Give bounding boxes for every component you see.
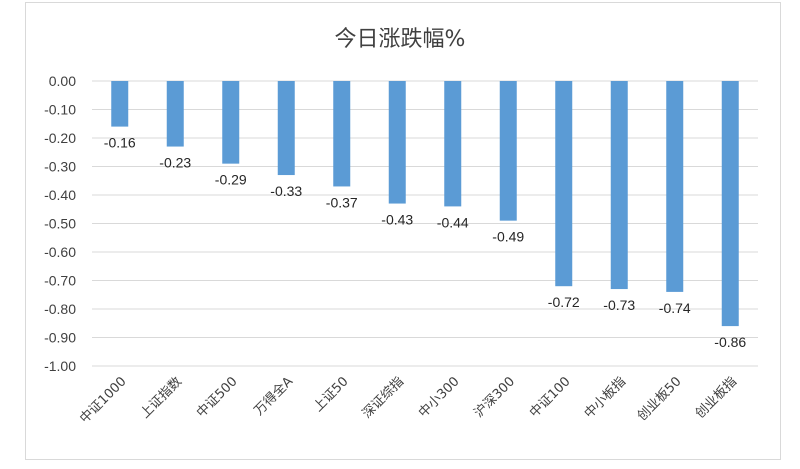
y-tick-label: -0.20 xyxy=(44,130,76,146)
x-tick-label: 中证500 xyxy=(194,374,241,421)
bar xyxy=(555,81,573,287)
bar xyxy=(610,81,628,290)
x-tick-label: 中证1000 xyxy=(77,374,129,426)
y-tick-label: -0.80 xyxy=(44,301,76,317)
y-tick-label: 0.00 xyxy=(49,73,76,89)
data-label: -0.43 xyxy=(381,212,413,228)
x-tick-label: 创业板50 xyxy=(635,374,685,424)
x-tick-label: 沪深300 xyxy=(471,374,518,421)
data-label: -0.16 xyxy=(104,135,136,151)
data-label: -0.23 xyxy=(159,155,191,171)
bar xyxy=(222,81,240,164)
data-label: -0.33 xyxy=(270,183,302,199)
y-axis-ticks: 0.00 -0.10 -0.20 -0.30 -0.40 -0.50 -0.60 -0.70 -… xyxy=(44,73,76,374)
x-tick-label: 上证指数 xyxy=(138,374,185,421)
y-tick-label: -0.50 xyxy=(44,216,76,232)
x-axis-ticks: 中证1000 上证指数 中证500 万得全A 上证50 深证综指 中小300 沪深300 中证1… xyxy=(77,373,740,426)
y-tick-label: -0.30 xyxy=(44,159,76,175)
chart-title: 今日涨跌幅% xyxy=(335,27,466,52)
data-label: -0.74 xyxy=(659,300,691,316)
data-label: -0.72 xyxy=(548,294,580,310)
bars xyxy=(111,81,739,327)
data-label: -0.44 xyxy=(437,214,469,230)
bar xyxy=(721,81,739,327)
data-label: -0.73 xyxy=(603,297,635,313)
x-tick-label: 创业板指 xyxy=(693,374,740,421)
gridlines xyxy=(92,80,758,367)
x-tick-label: 中小300 xyxy=(416,374,463,421)
bar xyxy=(333,81,351,187)
y-tick-label: -0.40 xyxy=(44,187,76,203)
bar xyxy=(388,81,406,204)
data-label: -0.49 xyxy=(492,229,524,245)
chart-frame xyxy=(25,2,781,460)
y-tick-label: -0.10 xyxy=(44,102,76,118)
bar xyxy=(111,81,129,127)
bar xyxy=(499,81,517,221)
bar xyxy=(277,81,295,176)
x-tick-label: 上证50 xyxy=(311,374,352,415)
bar xyxy=(444,81,462,207)
y-tick-label: -1.00 xyxy=(44,358,76,374)
data-label: -0.37 xyxy=(326,194,358,210)
data-label: -0.29 xyxy=(215,172,247,188)
bar xyxy=(166,81,184,147)
data-label: -0.86 xyxy=(714,334,746,350)
y-tick-label: -0.60 xyxy=(44,244,76,260)
x-tick-label: 万得全A xyxy=(251,373,296,418)
x-tick-label: 中小板指 xyxy=(582,374,629,421)
y-tick-label: -0.90 xyxy=(44,330,76,346)
x-tick-label: 中证100 xyxy=(527,374,574,421)
bar xyxy=(666,81,684,292)
x-tick-label: 深证综指 xyxy=(360,374,407,421)
data-labels: -0.16 -0.23 -0.29 -0.33 -0.37 -0.43 -0.44 -0.49… xyxy=(104,135,747,351)
y-tick-label: -0.70 xyxy=(44,273,76,289)
